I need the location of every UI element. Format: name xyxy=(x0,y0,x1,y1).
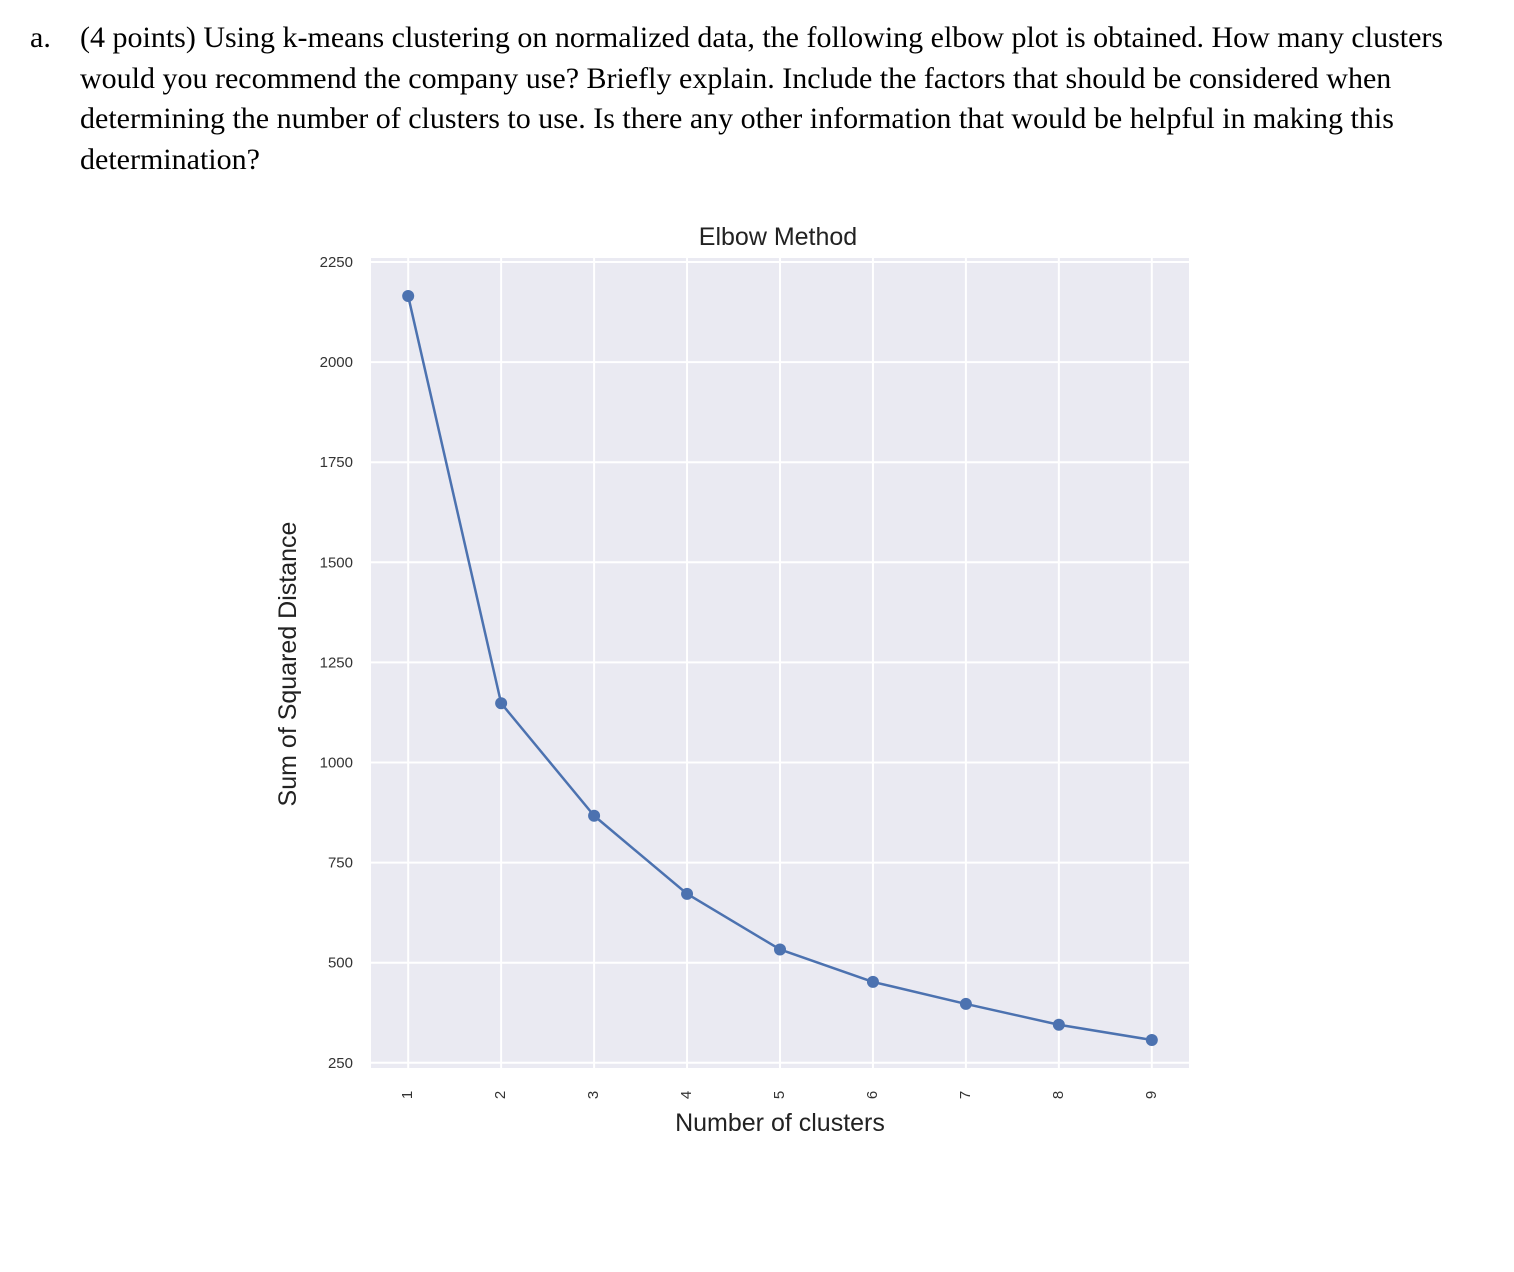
data-point xyxy=(681,887,694,900)
y-tick-label: 2250 xyxy=(320,254,353,271)
data-point xyxy=(959,997,972,1010)
question-marker: a. xyxy=(30,21,51,54)
x-tick-label: 2 xyxy=(492,1091,509,1099)
data-point xyxy=(1145,1033,1158,1046)
series-line-segment xyxy=(592,814,689,896)
x-tick-label: 5 xyxy=(771,1091,788,1099)
tick-labels: 250 500 750 1000 1250 1500 1750 2000 2250 1 2 3 4 5 6 7… xyxy=(320,254,1160,1099)
y-tick-label: 500 xyxy=(328,955,353,972)
series-line-segment xyxy=(499,701,596,818)
y-tick-label: 2000 xyxy=(320,354,353,371)
data-point xyxy=(1052,1018,1065,1031)
chart-title: Elbow Method xyxy=(699,223,857,251)
x-tick-label: 8 xyxy=(1050,1091,1067,1099)
series-line-segment xyxy=(406,294,503,705)
y-tick-label: 1000 xyxy=(320,754,353,771)
data-point xyxy=(588,809,601,822)
y-tick-label: 1500 xyxy=(320,554,353,571)
x-tick-label: 4 xyxy=(678,1091,695,1099)
question-block: a. (4 points) Using k-means clustering o… xyxy=(30,18,1490,180)
x-tick-label: 3 xyxy=(585,1091,602,1099)
x-tick-label: 9 xyxy=(1143,1091,1160,1099)
series-line-segment xyxy=(778,948,875,984)
data-point xyxy=(774,943,786,956)
data-point xyxy=(402,290,415,303)
y-axis-label: Sum of Squared Distance xyxy=(274,522,302,807)
series-line-segment xyxy=(1057,1023,1154,1042)
y-tick-label: 1250 xyxy=(320,654,353,671)
grid-lines xyxy=(371,258,1189,1068)
y-tick-label: 750 xyxy=(328,855,353,872)
data-point xyxy=(495,697,508,710)
series-points xyxy=(402,290,1158,1046)
x-tick-label: 1 xyxy=(399,1091,416,1099)
question-text: (4 points) Using k-means clustering on n… xyxy=(80,21,1444,176)
data-point xyxy=(866,975,879,988)
x-tick-label: 6 xyxy=(864,1091,881,1099)
series-line-segment xyxy=(871,980,968,1006)
x-axis-label: Number of clusters xyxy=(675,1109,885,1137)
series-lines xyxy=(406,294,1154,1042)
series-line-segment xyxy=(685,892,782,951)
y-tick-label: 250 xyxy=(328,1055,353,1072)
x-tick-label: 7 xyxy=(957,1091,974,1099)
y-tick-label: 1750 xyxy=(320,454,353,471)
series-line-segment xyxy=(964,1002,1061,1027)
